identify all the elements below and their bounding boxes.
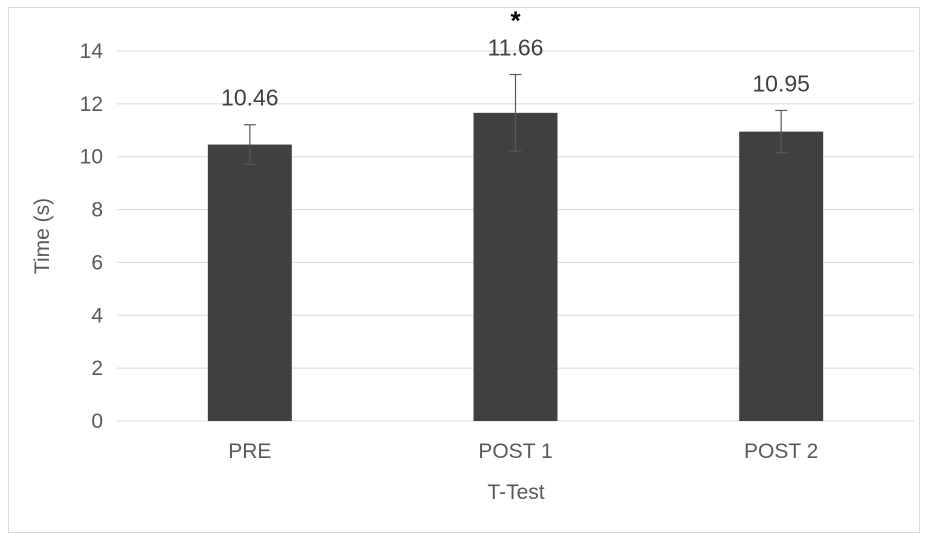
y-tick-label: 8 (91, 199, 103, 222)
error-bar (509, 73, 522, 152)
y-tick-label: 14 (80, 40, 104, 63)
significance-marker: * (510, 6, 521, 36)
y-tick-label: 10 (80, 146, 103, 169)
bar-post-1 (473, 112, 558, 421)
y-tick-label: 0 (91, 410, 103, 433)
error-bars (243, 73, 788, 165)
y-tick-label: 6 (91, 251, 103, 274)
error-bar (243, 124, 256, 165)
data-label: 11.66 (488, 35, 544, 61)
x-tick-label: POST 2 (744, 440, 818, 463)
x-axis-title: T-Test (487, 481, 544, 504)
error-bar (775, 109, 788, 154)
data-label: 10.46 (221, 85, 279, 111)
data-labels: 10.46 11.66* 10.95 (221, 6, 810, 111)
bar-pre (207, 144, 292, 422)
y-tick-label: 2 (91, 357, 103, 380)
y-tick-label: 12 (80, 93, 103, 116)
y-axis-ticks: 0 2 4 6 8 10 12 14 (80, 40, 104, 433)
bars (207, 112, 824, 422)
x-tick-label: PRE (228, 440, 271, 463)
y-axis-title: Time (s) (31, 198, 54, 274)
bar-post-2 (739, 131, 824, 421)
y-tick-label: 4 (91, 304, 103, 327)
x-tick-label: POST 1 (478, 440, 552, 463)
data-label: 10.95 (752, 70, 810, 96)
x-axis-ticks: PRE POST 1 POST 2 (228, 440, 818, 463)
